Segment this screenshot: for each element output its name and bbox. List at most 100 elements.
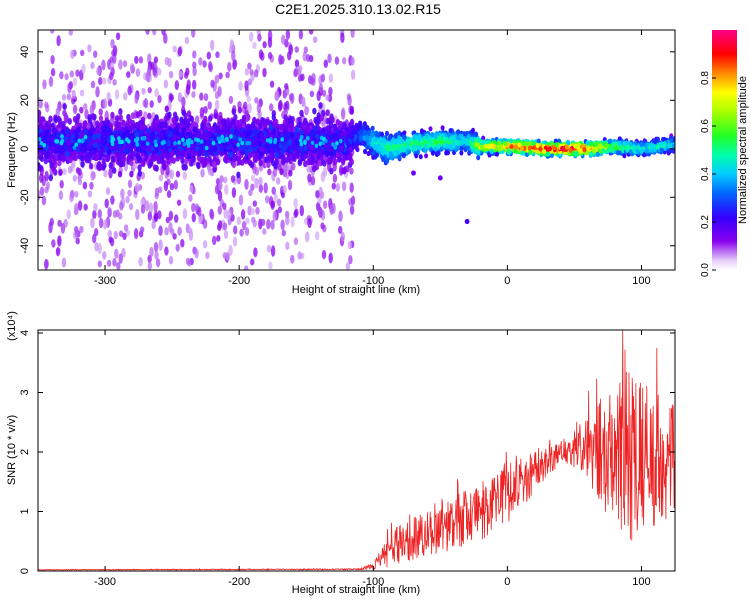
spectrogram-cell xyxy=(90,217,95,229)
spectrogram-cell xyxy=(110,67,115,77)
spectrogram-cell xyxy=(67,165,73,174)
spectrogram-cell xyxy=(59,147,64,154)
spectrogram-cell xyxy=(141,122,146,130)
spectrogram-cell xyxy=(340,32,345,44)
spectrogram-cell xyxy=(225,119,231,127)
spectrogram-cell xyxy=(115,32,121,41)
spectrogram-cell xyxy=(295,126,300,133)
spectrogram-cell xyxy=(145,30,150,35)
spectrogram-cell xyxy=(81,138,85,143)
spectrogram-cell xyxy=(206,51,211,60)
spectrogram-cell xyxy=(249,68,254,76)
spectrogram-cell xyxy=(303,160,308,168)
spectrogram-cell xyxy=(117,136,121,141)
spectrogram-cell xyxy=(228,151,233,158)
spectrogram-cell xyxy=(350,56,355,66)
spectrogram-cell xyxy=(51,239,56,248)
spectrogram-cell xyxy=(250,258,255,266)
spectrogram-cell xyxy=(349,205,355,215)
spectrogram-cell xyxy=(240,209,246,220)
spectrogram-cell xyxy=(98,77,103,86)
spectrogram-cell xyxy=(189,115,195,123)
spectrogram-cell xyxy=(267,51,273,60)
spectrogram-cell xyxy=(217,116,222,123)
spectrogram-cell xyxy=(346,93,352,101)
spectrogram-cell xyxy=(350,69,356,80)
spectrogram-cell xyxy=(306,136,310,141)
spectrogram-cell xyxy=(272,210,277,222)
spectrogram-cell xyxy=(247,205,252,216)
spectrogram-cell xyxy=(241,114,247,122)
spectrogram-cell xyxy=(107,206,112,215)
spectrogram-cell xyxy=(74,142,78,147)
spectrogram-cell xyxy=(164,227,169,236)
spectrogram-cell xyxy=(137,120,142,128)
spectrogram-cell xyxy=(112,45,118,57)
spectrogram-cell xyxy=(143,97,149,109)
spectrogram-cell xyxy=(155,126,161,133)
spectrogram-cell xyxy=(177,226,182,236)
spectrogram-cell xyxy=(249,161,254,169)
spectrogram-cell xyxy=(42,79,47,90)
chart-title: C2E1.2025.310.13.02.R15 xyxy=(275,1,441,17)
spectrogram-cell xyxy=(279,168,284,176)
spectrogram-cell xyxy=(199,92,204,101)
spectrogram-cell xyxy=(129,170,134,178)
spectrogram-cell xyxy=(267,168,272,176)
spectrogram-cell xyxy=(168,131,173,138)
spectrogram-cell xyxy=(306,163,311,173)
spectrogram-cell xyxy=(289,132,295,139)
spectrogram-cell xyxy=(101,59,106,71)
spectrogram-cell xyxy=(258,164,264,172)
spectrogram-cell xyxy=(194,115,200,125)
spectrogram-cell xyxy=(189,184,194,193)
spectrogram-cell xyxy=(48,115,53,123)
spectrogram-cell xyxy=(191,91,196,98)
spectrogram-cell xyxy=(237,106,243,114)
spectrogram-cell xyxy=(182,208,188,220)
spectrogram-cell xyxy=(112,78,117,86)
spectrogram-cell xyxy=(254,69,259,78)
spectrogram-cell xyxy=(305,106,310,114)
spectrogram-cell xyxy=(48,76,54,88)
spectrogram-cell xyxy=(57,235,62,247)
spectrogram-cell xyxy=(280,55,285,65)
spectrogram-cell xyxy=(291,152,297,160)
spectrogram-cell xyxy=(318,102,323,109)
spectrogram-cell xyxy=(192,61,197,69)
spectrogram-cell xyxy=(153,200,158,213)
spectrogram-cell xyxy=(231,187,237,198)
spectrogram-cell xyxy=(101,77,107,85)
spectrogram-cell xyxy=(38,109,42,117)
spectrogram-cell xyxy=(261,117,266,125)
spectrogram-cell xyxy=(335,141,339,146)
spectrogram-cell xyxy=(297,251,302,260)
spectrogram-cell xyxy=(81,63,86,74)
spectrogram-cell xyxy=(324,150,330,157)
spectrogram-cell xyxy=(244,227,250,236)
spectrogram-cell xyxy=(55,246,61,257)
spectrogram-cell xyxy=(319,114,325,122)
spectrogram-cell xyxy=(164,105,169,113)
spectrogram-cell xyxy=(265,195,270,204)
spectrogram-cell xyxy=(120,139,124,145)
spectrogram-cell xyxy=(118,114,124,122)
spectrogram-cell xyxy=(102,98,108,109)
spectrogram-cell xyxy=(38,189,41,201)
spectrogram-cell xyxy=(126,71,131,79)
spectrogram-cell xyxy=(157,94,162,104)
spectrogram-cell xyxy=(212,161,217,169)
spectrogram-cell xyxy=(44,170,49,182)
spectrogram-cell xyxy=(50,54,55,65)
spectrogram-cell xyxy=(225,251,231,262)
spectrogram-cell xyxy=(83,203,88,211)
spectrogram-cell xyxy=(300,73,305,81)
spectrogram-cell xyxy=(168,70,174,79)
spectrogram-cell xyxy=(188,194,193,202)
spectrogram-cell xyxy=(39,186,45,196)
spectrogram-cell xyxy=(65,128,71,136)
spectrogram-cell xyxy=(106,259,112,267)
spectrogram-cell xyxy=(250,183,255,191)
spectrogram-cell xyxy=(110,38,115,49)
spectrogram-cell xyxy=(96,132,101,140)
